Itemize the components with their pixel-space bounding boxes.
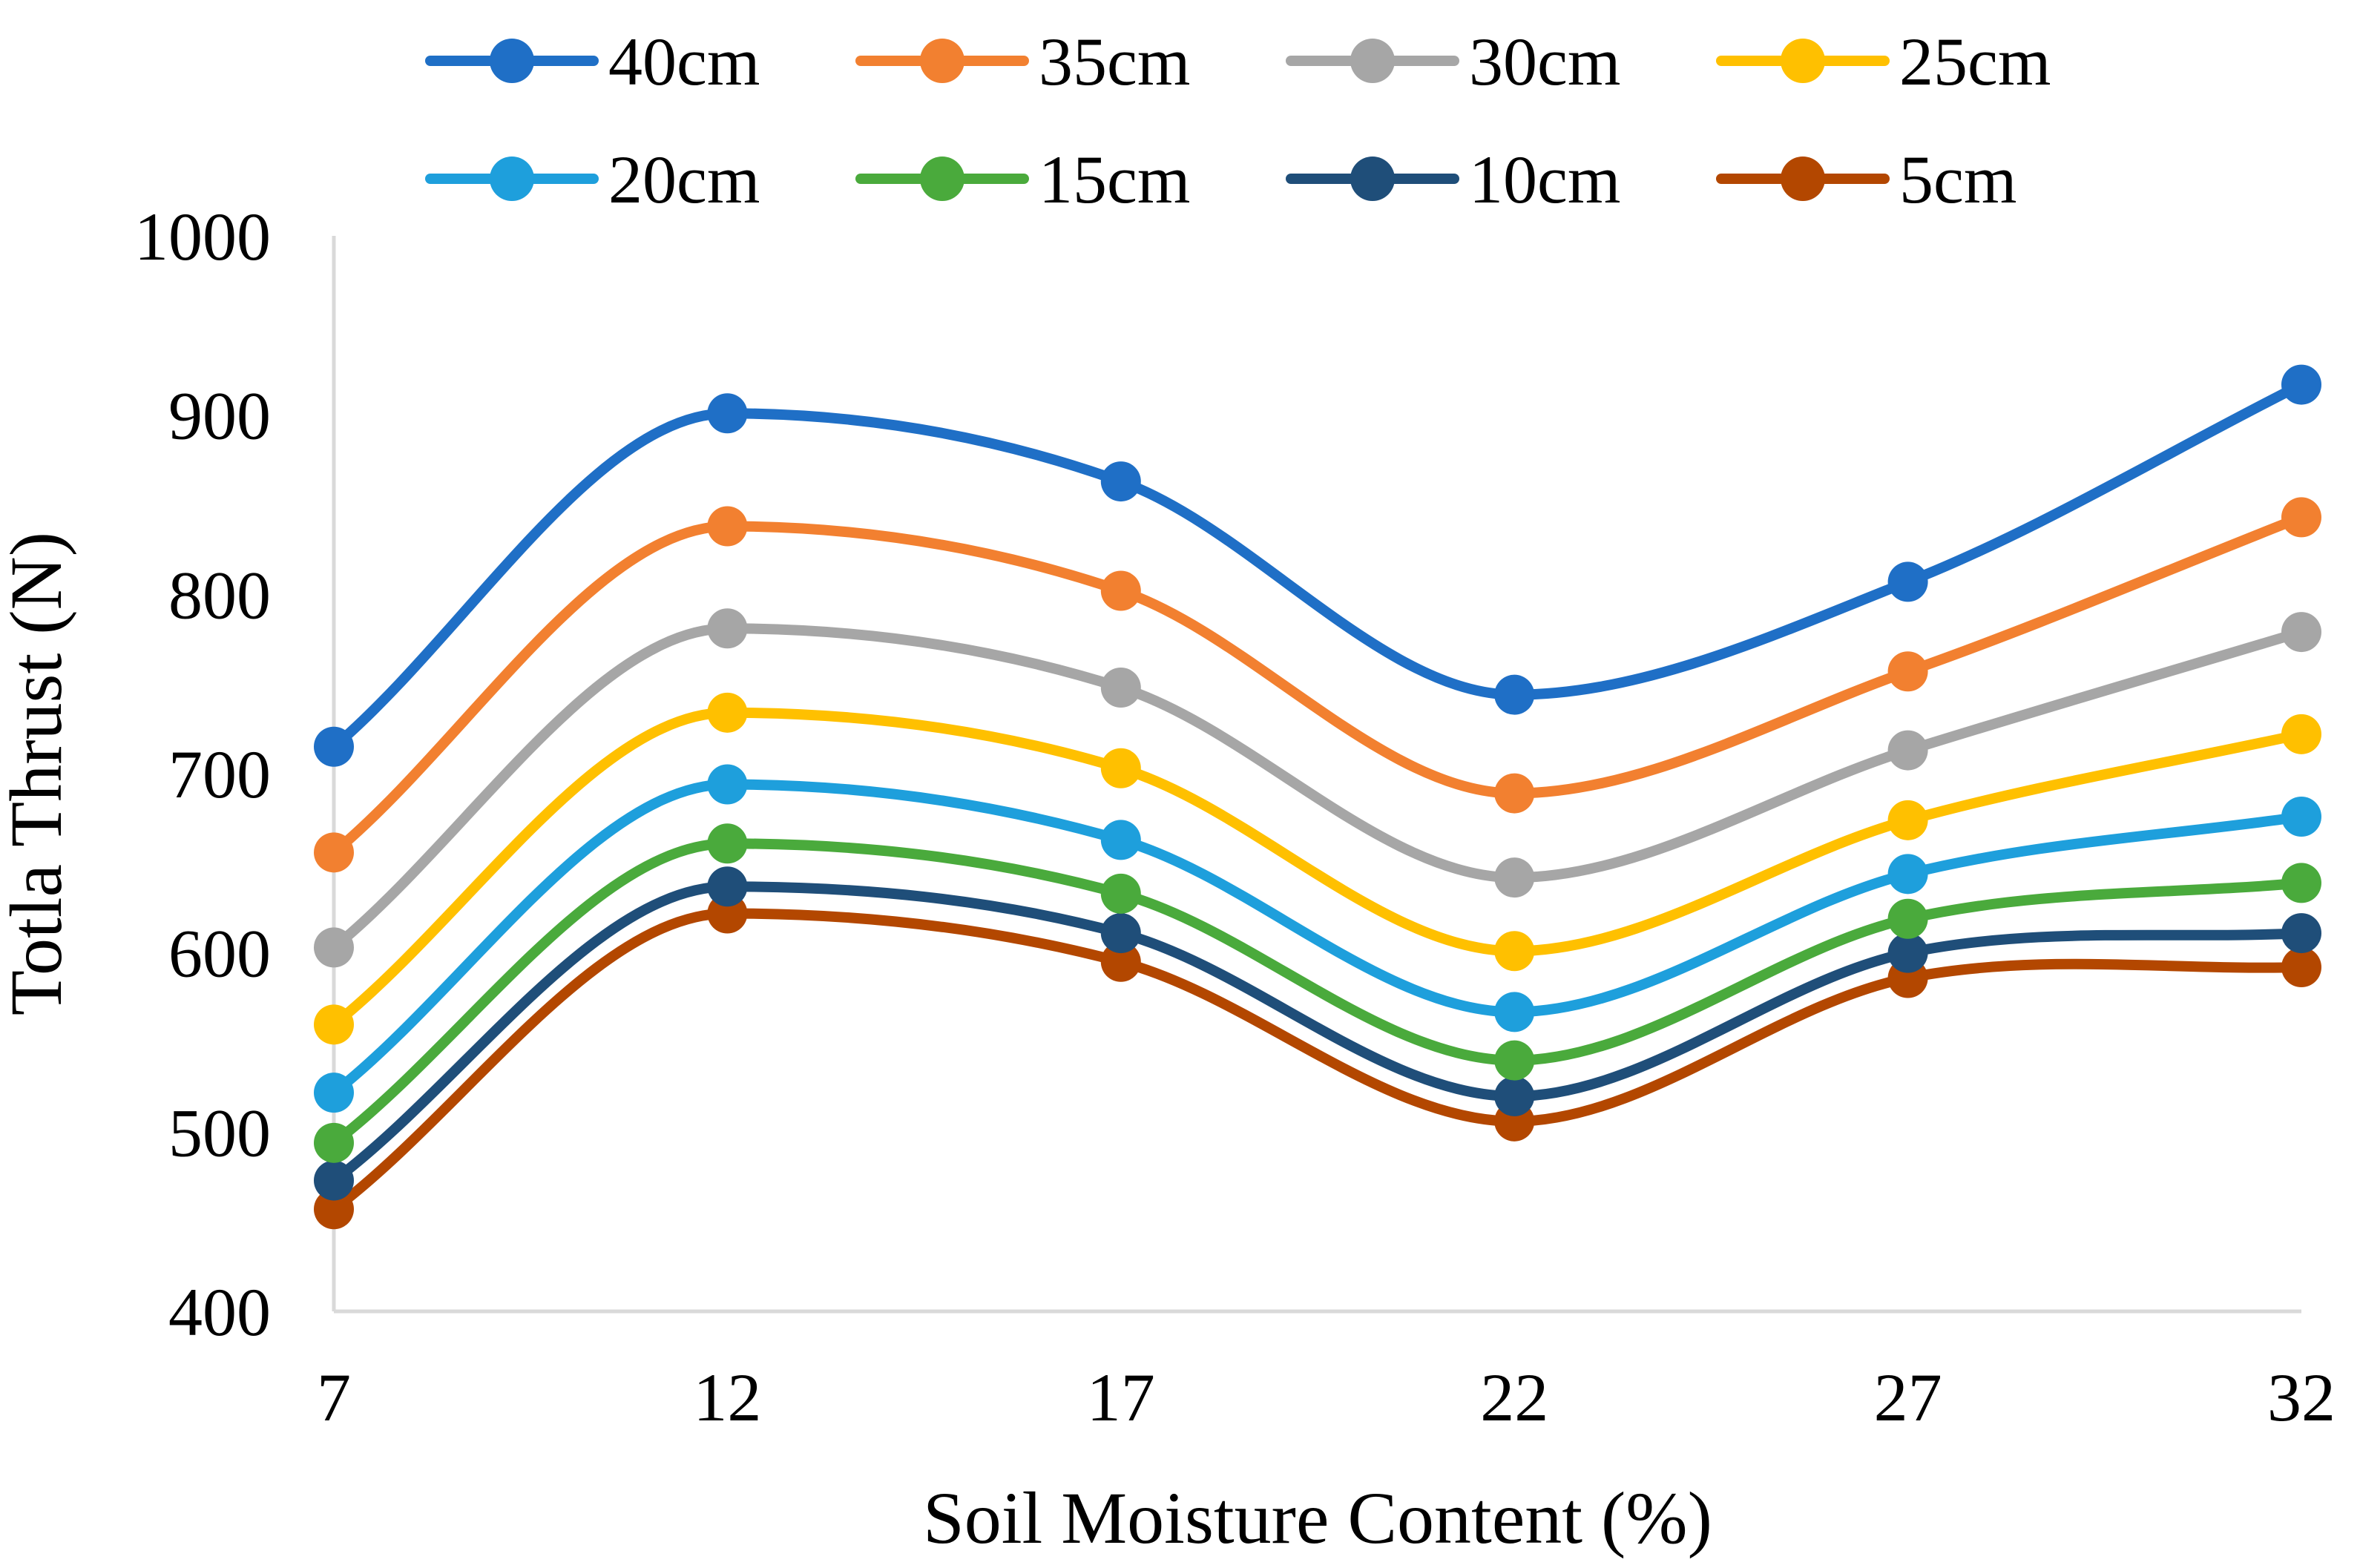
series-line-15cm [329, 838, 2307, 1148]
x-tick-label: 17 [1087, 1360, 1155, 1435]
legend-swatch-marker [1781, 39, 1825, 83]
data-point-20cm-32 [2281, 797, 2321, 837]
data-point-10cm-32 [2281, 913, 2321, 954]
data-point-40cm-32 [2281, 364, 2321, 405]
y-tick-label: 600 [168, 916, 271, 992]
data-point-30cm-7 [314, 927, 354, 968]
data-point-15cm-27 [1887, 898, 1928, 939]
data-point-10cm-27 [1887, 932, 1928, 973]
data-point-5cm-32 [2281, 947, 2321, 987]
data-point-5cm-17 [1100, 941, 1141, 982]
data-point-20cm-7 [314, 1073, 354, 1113]
x-tick-label: 7 [317, 1360, 351, 1435]
legend-swatch-marker [490, 157, 534, 201]
legend-swatch-marker [920, 157, 964, 201]
y-tick-labels: 400 500 600 700 800 900 1000 [134, 199, 271, 1350]
data-point-15cm-17 [1100, 873, 1141, 914]
y-axis-title: Totla Thrust (N) [0, 532, 77, 1015]
data-point-10cm-17 [1100, 913, 1141, 954]
series-line-10cm [329, 881, 2307, 1186]
data-point-25cm-17 [1100, 748, 1141, 788]
data-point-40cm-7 [314, 726, 354, 767]
data-point-25cm-12 [707, 692, 748, 733]
series-line-40cm [329, 379, 2307, 752]
legend-item-25cm: 25cm [1716, 24, 2051, 99]
data-point-35cm-22 [1494, 773, 1535, 814]
legend-label: 30cm [1469, 24, 1620, 99]
data-point-35cm-32 [2281, 497, 2321, 538]
x-axis-title: Soil Moisture Content (%) [923, 1477, 1712, 1559]
series-line-5cm [329, 908, 2307, 1215]
x-tick-label: 27 [1874, 1360, 1942, 1435]
y-tick-label: 900 [168, 378, 271, 454]
data-point-40cm-22 [1494, 674, 1535, 715]
legend-label: 35cm [1039, 24, 1190, 99]
x-tick-label: 32 [2267, 1360, 2336, 1435]
legend-swatch-marker [1350, 157, 1395, 201]
series-lines [329, 379, 2307, 1215]
legend-swatch-marker [490, 39, 534, 83]
x-tick-label: 12 [693, 1360, 761, 1435]
y-tick-label: 800 [168, 557, 271, 633]
data-point-20cm-17 [1100, 820, 1141, 860]
series-line-30cm [329, 623, 2307, 953]
x-tick-labels: 7 12 17 22 27 32 [317, 1360, 2336, 1435]
legend-label: 10cm [1469, 142, 1620, 217]
data-point-30cm-32 [2281, 612, 2321, 653]
data-point-15cm-32 [2281, 863, 2321, 903]
legend-label: 40cm [608, 24, 760, 99]
data-point-35cm-27 [1887, 651, 1928, 692]
data-point-10cm-7 [314, 1160, 354, 1201]
series-line-35cm [329, 512, 2307, 858]
legend-item-10cm: 10cm [1286, 142, 1620, 217]
data-point-25cm-7 [314, 1004, 354, 1045]
data-point-30cm-17 [1100, 668, 1141, 708]
y-tick-label: 400 [168, 1274, 271, 1350]
data-point-30cm-22 [1494, 857, 1535, 898]
y-tick-label: 700 [168, 737, 271, 812]
data-point-20cm-27 [1887, 854, 1928, 895]
data-point-15cm-22 [1494, 1040, 1535, 1081]
legend-item-20cm: 20cm [425, 142, 760, 217]
data-point-25cm-27 [1887, 800, 1928, 840]
data-point-15cm-7 [314, 1122, 354, 1163]
x-tick-label: 22 [1480, 1360, 1548, 1435]
legend-item-5cm: 5cm [1716, 142, 2016, 217]
data-point-40cm-17 [1100, 461, 1141, 502]
data-point-30cm-27 [1887, 730, 1928, 771]
data-point-40cm-27 [1887, 561, 1928, 602]
data-point-25cm-22 [1494, 931, 1535, 972]
legend-label: 20cm [608, 142, 760, 217]
y-tick-label: 500 [168, 1095, 271, 1170]
legend-swatch-marker [1781, 157, 1825, 201]
legend-item-35cm: 35cm [855, 24, 1190, 99]
data-point-35cm-7 [314, 832, 354, 873]
legend-label: 25cm [1899, 24, 2051, 99]
axes [332, 236, 2301, 1314]
series-line-25cm [329, 707, 2307, 1030]
data-point-25cm-32 [2281, 714, 2321, 754]
data-point-10cm-22 [1494, 1076, 1535, 1116]
legend-item-15cm: 15cm [855, 142, 1190, 217]
data-point-10cm-12 [707, 866, 748, 907]
data-point-30cm-12 [707, 608, 748, 649]
data-point-40cm-12 [707, 393, 748, 434]
y-tick-label: 1000 [134, 199, 271, 274]
data-point-15cm-12 [707, 823, 748, 864]
legend-swatch-marker [920, 39, 964, 83]
legend-swatch-marker [1350, 39, 1395, 83]
data-point-5cm-7 [314, 1189, 354, 1230]
legend-label: 5cm [1899, 142, 2016, 217]
data-point-20cm-12 [707, 764, 748, 805]
legend-label: 15cm [1039, 142, 1190, 217]
data-point-35cm-17 [1100, 570, 1141, 611]
legend-item-40cm: 40cm [425, 24, 760, 99]
series-line-20cm [329, 779, 2307, 1098]
data-point-20cm-22 [1494, 992, 1535, 1032]
series-points [314, 364, 2321, 1230]
data-point-35cm-12 [707, 506, 748, 547]
legend-item-30cm: 30cm [1286, 24, 1620, 99]
legend: 40cm 35cm 30cm 25cm 20cm 15cm 10cm 5cm [425, 24, 2051, 217]
